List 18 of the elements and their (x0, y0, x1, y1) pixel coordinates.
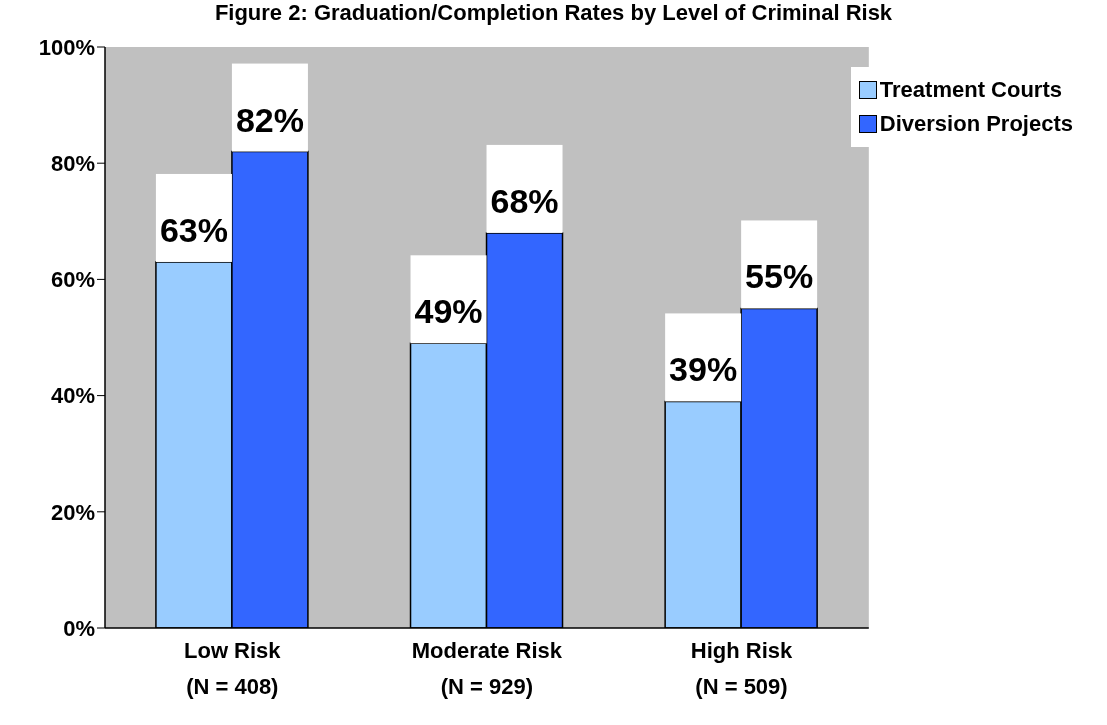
data-label: 55% (745, 257, 814, 296)
y-tick-label: 100% (38, 34, 95, 60)
y-tick-label: 80% (50, 151, 95, 177)
y-tick-label: 60% (50, 267, 95, 293)
legend-label: Treatment Courts (878, 76, 1063, 104)
x-tick-label: High Risk (N = 509) (690, 638, 793, 699)
data-label: 63% (159, 210, 228, 249)
y-tick-label: 40% (50, 383, 95, 409)
y-tick-label: 20% (50, 499, 95, 525)
data-label: 49% (414, 292, 483, 331)
x-tick-label: Low Risk (N = 408) (184, 638, 282, 699)
x-tick-label: Moderate Risk (N = 929) (411, 638, 563, 699)
data-label: 68% (490, 181, 559, 220)
data-label: 39% (669, 350, 738, 389)
y-tick-label: 0% (63, 615, 95, 641)
legend-label: Diversion Projects (878, 110, 1073, 138)
data-label: 82% (235, 100, 304, 139)
chart-title: Figure 2: Graduation/Completion Rates by Level of Criminal Risk (213, 0, 894, 26)
